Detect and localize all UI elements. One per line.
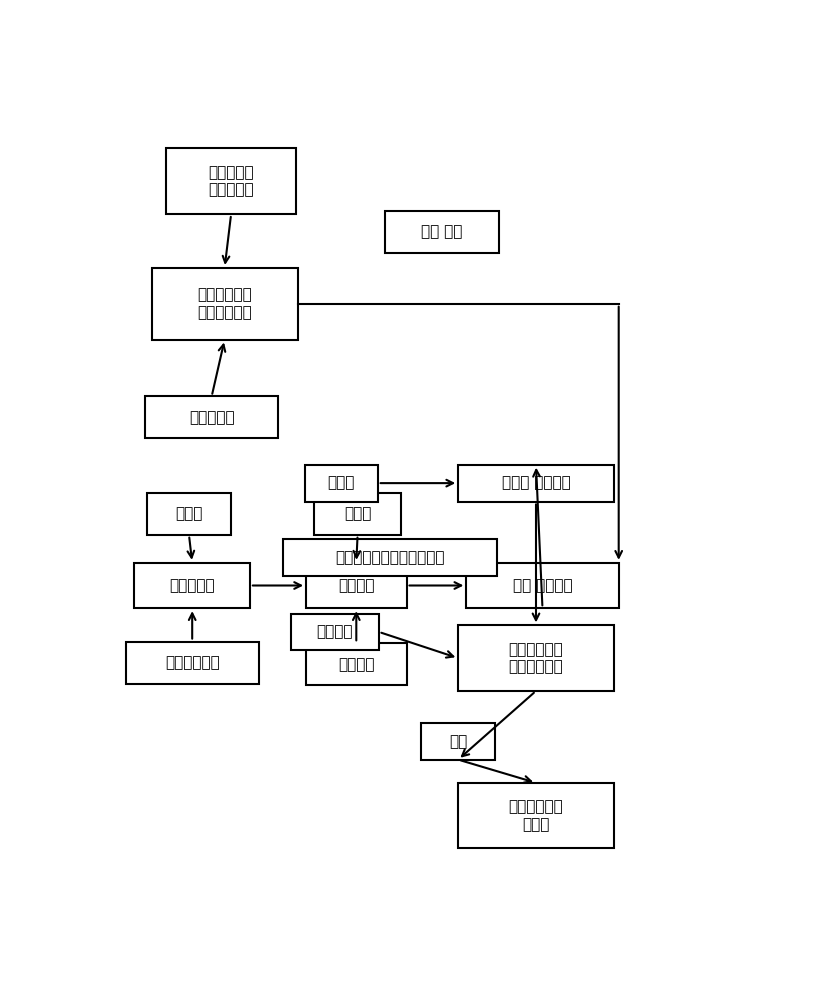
Bar [314,493,401,535]
Text: 乙醇洗涤: 乙醇洗涤 [316,624,353,639]
Text: 丙烯酸: 丙烯酸 [175,506,202,521]
Text: 烘干: 烘干 [448,734,466,749]
Bar [306,643,406,685]
Text: 冰水浴中和: 冰水浴中和 [169,578,215,593]
Text: 丙烯酰胺: 丙烯酰胺 [338,657,375,672]
Bar [385,211,498,253]
Bar [125,642,258,684]
Text: 复合交联聚合
物微球悬浮液: 复合交联聚合 物微球悬浮液 [508,642,563,674]
Bar [166,148,296,214]
Bar [466,563,618,608]
Bar [457,465,613,502]
Bar [304,465,377,502]
Bar [151,268,298,340]
Bar [421,723,495,760]
Bar [283,539,497,576]
Text: 粉碎 过筛: 粉碎 过筛 [421,224,462,239]
Text: 乳化剂 分散介质: 乳化剂 分散介质 [501,476,569,491]
Bar [457,783,613,848]
Bar [291,613,378,650]
Text: 二甲基二烯
丙基氯化铵: 二甲基二烯 丙基氯化铵 [208,165,253,197]
Text: 复合交联聚合
物微球: 复合交联聚合 物微球 [508,799,563,832]
Bar [146,493,231,535]
Bar [457,625,613,691]
Text: 混合 超声分散: 混合 超声分散 [512,578,572,593]
Text: 氢氧化钠溶液: 氢氧化钠溶液 [165,655,219,670]
Text: 钠基蒙脱土: 钠基蒙脱土 [189,410,234,425]
Text: 超声、一定温
度下插层反应: 超声、一定温 度下插层反应 [197,288,252,320]
Text: 一定温度、转速下引发反应: 一定温度、转速下引发反应 [335,550,444,565]
Text: 搅拌均匀: 搅拌均匀 [338,578,375,593]
Text: 引发剂: 引发剂 [328,476,354,491]
Text: 交联剂: 交联剂 [344,506,371,521]
Bar [306,563,406,608]
Bar [145,396,278,438]
Bar [135,563,250,608]
